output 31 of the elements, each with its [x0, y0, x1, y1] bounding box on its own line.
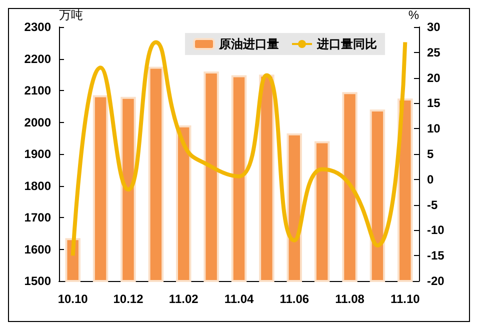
y2-tick-label: -5 — [427, 198, 438, 212]
x-tick-label: 11.10 — [390, 292, 420, 306]
y-tick-label: 1500 — [24, 274, 52, 288]
x-tick-label: 11.04 — [224, 292, 254, 306]
y-tick-label: 2100 — [24, 84, 52, 98]
y2-tick-label: 20 — [427, 70, 441, 85]
y2-tick-label: -20 — [427, 274, 445, 288]
y-tick-label: 2300 — [24, 20, 52, 34]
y-tick-label: 1600 — [24, 242, 52, 256]
y2-tick-label: 10 — [427, 122, 441, 136]
y2-tick-label: -10 — [427, 223, 445, 238]
y-tick-label: 1800 — [24, 178, 52, 193]
y2-tick-label: 25 — [427, 45, 441, 60]
y2-tick-label: 15 — [427, 96, 441, 110]
y-axis-title: 万吨 — [59, 8, 83, 22]
y-tick-label: 2200 — [24, 52, 52, 66]
y-tick-label: 1900 — [24, 147, 52, 161]
y-tick-label: 2000 — [24, 115, 52, 130]
y2-tick-label: 5 — [427, 147, 434, 161]
x-tick-label: 11.02 — [168, 292, 199, 306]
y2-tick-label: 0 — [427, 172, 434, 186]
x-tick-label: 10.10 — [58, 292, 88, 306]
y2-axis-title: % — [408, 8, 420, 22]
x-tick-label: 10.12 — [113, 292, 144, 306]
x-tick-label: 11.08 — [335, 292, 365, 306]
y2-tick-label: 30 — [427, 20, 441, 34]
y-tick-label: 1700 — [24, 210, 52, 224]
legend-label: 原油进口量 — [218, 37, 279, 51]
y2-tick-label: -15 — [427, 248, 445, 263]
x-tick-label: 11.06 — [280, 292, 310, 306]
legend-label: 进口量同比 — [316, 37, 377, 51]
